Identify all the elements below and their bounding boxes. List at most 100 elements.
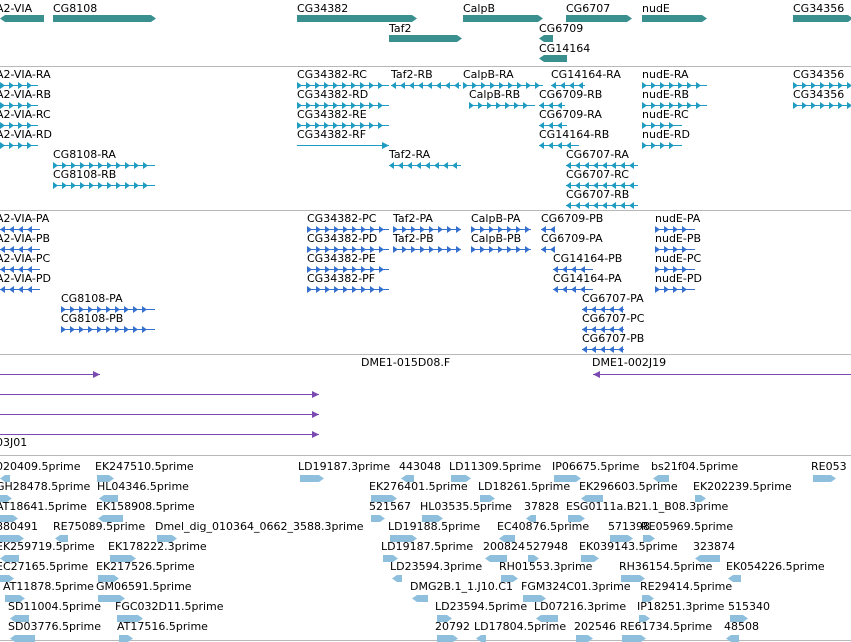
est-feature[interactable] <box>499 535 515 542</box>
est-label[interactable]: EK276401.5prime <box>369 480 468 493</box>
est-label[interactable]: EK054226.5prime <box>726 560 825 573</box>
est-label[interactable]: LD19187.3prime <box>298 460 391 473</box>
protein-feature[interactable] <box>655 226 695 233</box>
est-label[interactable]: EC40876.5prime <box>497 520 590 533</box>
est-label[interactable]: LD07216.3prime <box>534 600 627 613</box>
protein-feature[interactable] <box>655 246 695 253</box>
est-feature[interactable] <box>437 635 458 642</box>
est-feature[interactable] <box>0 515 18 522</box>
transcript-feature[interactable] <box>389 162 461 169</box>
gene-label[interactable]: CG6709 <box>539 22 584 35</box>
gene-feature[interactable] <box>539 35 553 42</box>
protein-feature[interactable] <box>553 286 593 293</box>
protein-feature[interactable] <box>582 326 624 333</box>
transcript-feature[interactable] <box>566 182 638 189</box>
est-label[interactable]: 323874 <box>693 540 735 553</box>
est-label[interactable]: 200824 <box>483 540 525 553</box>
transcript-label[interactable]: CG6709-RA <box>539 108 602 121</box>
est-label[interactable]: 202546 <box>574 620 616 633</box>
est-feature[interactable] <box>0 555 19 562</box>
transcript-label[interactable]: nudE-RD <box>642 128 690 141</box>
est-label[interactable]: RE61734.5prime <box>620 620 713 633</box>
transcript-label[interactable]: CG6707-RA <box>566 148 629 161</box>
gene-feature[interactable] <box>793 15 851 22</box>
gene-feature[interactable] <box>53 15 156 22</box>
protein-label[interactable]: CG6709-PA <box>541 232 603 245</box>
est-feature[interactable] <box>10 615 29 622</box>
est-label[interactable]: 37828 <box>524 500 559 513</box>
est-feature[interactable] <box>401 475 414 482</box>
est-feature[interactable] <box>392 575 402 582</box>
transcript-feature[interactable] <box>469 102 535 109</box>
protein-label[interactable]: CG6707-PC <box>582 312 645 325</box>
protein-feature[interactable] <box>307 266 389 273</box>
transcript-label[interactable]: Taf2-RA <box>389 148 431 161</box>
protein-feature[interactable] <box>471 226 531 233</box>
transcript-feature[interactable] <box>297 142 389 149</box>
est-label[interactable]: IP06675.5prime <box>552 460 640 473</box>
transcript-feature[interactable] <box>463 82 543 89</box>
transcript-feature[interactable] <box>539 142 579 149</box>
est-feature[interactable] <box>0 475 10 482</box>
transcript-label[interactable]: CG34382-RD <box>297 88 369 101</box>
gene-label[interactable]: CG6707 <box>566 2 611 15</box>
est-feature[interactable] <box>390 535 417 542</box>
est-label[interactable]: EC27165.5prime <box>0 560 89 573</box>
est-feature[interactable] <box>99 495 118 502</box>
transcript-label[interactable]: CG6709-RB <box>539 88 603 101</box>
transcript-feature[interactable] <box>642 82 707 89</box>
transcript-feature[interactable] <box>0 142 38 149</box>
protein-feature[interactable] <box>0 266 40 273</box>
est-label[interactable]: AT17516.5prime <box>117 620 208 633</box>
est-label[interactable]: HL04346.5prime <box>97 480 189 493</box>
est-feature[interactable] <box>622 635 646 642</box>
protein-label[interactable]: Taf2-PB <box>393 232 434 245</box>
est-feature[interactable] <box>300 475 324 482</box>
bac-label[interactable]: DME1-015D08.F <box>361 356 451 369</box>
est-label[interactable]: EK247510.5prime <box>95 460 194 473</box>
est-feature[interactable] <box>643 535 655 542</box>
est-feature[interactable] <box>480 495 495 502</box>
est-label[interactable]: RE75089.5prime <box>53 520 146 533</box>
protein-label[interactable]: CG8108-PB <box>61 312 124 325</box>
est-label[interactable]: RE053 <box>811 460 847 473</box>
transcript-feature[interactable] <box>53 182 155 189</box>
est-feature[interactable] <box>813 475 836 482</box>
transcript-label[interactable]: CG8108-RB <box>53 168 117 181</box>
est-feature[interactable] <box>0 535 24 542</box>
est-feature[interactable] <box>422 515 443 522</box>
est-feature[interactable] <box>554 475 581 482</box>
est-feature[interactable] <box>98 575 119 582</box>
protein-label[interactable]: CG34382-PD <box>307 232 378 245</box>
est-feature[interactable] <box>412 595 428 602</box>
est-label[interactable]: 020409.5prime <box>0 460 81 473</box>
est-label[interactable]: LD23594.5prime <box>435 600 528 613</box>
protein-feature[interactable] <box>307 246 389 253</box>
est-label[interactable]: 571398 <box>608 520 650 533</box>
gene-label[interactable]: CG34382 <box>297 2 349 15</box>
transcript-feature[interactable] <box>793 102 851 109</box>
transcript-feature[interactable] <box>297 102 389 109</box>
transcript-feature[interactable] <box>642 122 682 129</box>
gene-label[interactable]: CalpB <box>463 2 496 15</box>
transcript-feature[interactable] <box>297 122 389 129</box>
transcript-label[interactable]: CalpB-RB <box>469 88 521 101</box>
est-feature[interactable] <box>451 475 471 482</box>
transcript-feature[interactable] <box>0 82 38 89</box>
transcript-label[interactable]: CG34356 <box>793 68 845 81</box>
est-label[interactable]: IP18251.3prime <box>637 600 725 613</box>
protein-feature[interactable] <box>0 286 40 293</box>
protein-feature[interactable] <box>655 266 695 273</box>
est-label[interactable]: AT11878.5prime <box>3 580 94 593</box>
protein-feature[interactable] <box>0 226 40 233</box>
est-label[interactable]: 521567 <box>369 500 411 513</box>
protein-feature[interactable] <box>541 246 555 253</box>
protein-feature[interactable] <box>471 246 531 253</box>
est-feature[interactable] <box>0 575 14 582</box>
est-label[interactable]: 880491 <box>0 520 38 533</box>
est-feature[interactable] <box>726 635 739 642</box>
gene-feature[interactable] <box>0 15 44 22</box>
est-label[interactable]: 443048 <box>399 460 441 473</box>
protein-label[interactable]: nudE-PA <box>655 212 701 225</box>
protein-label[interactable]: nudE-PB <box>655 232 702 245</box>
